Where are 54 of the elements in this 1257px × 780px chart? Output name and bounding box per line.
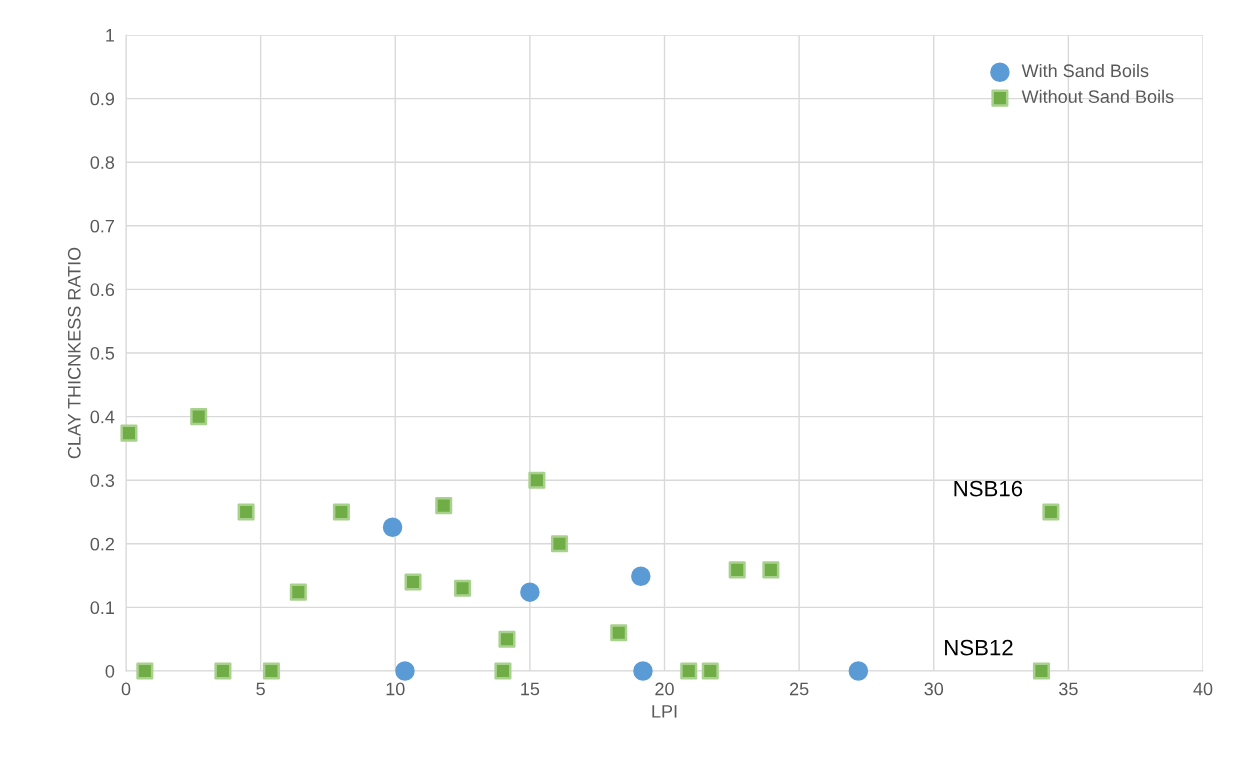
point xyxy=(610,624,628,642)
point xyxy=(382,517,403,538)
y-tick-label: 0.3 xyxy=(90,474,115,487)
x-tick-label: 20 xyxy=(655,682,674,696)
x-tick-label: 10 xyxy=(386,682,405,696)
point xyxy=(262,662,280,680)
y-tick-label: 0.9 xyxy=(90,92,115,106)
legend-label: With Sand Boils xyxy=(1021,63,1149,78)
point xyxy=(550,535,569,553)
legend-label: Without Sand Boils xyxy=(1021,89,1174,104)
y-tick-label: 0.2 xyxy=(90,537,114,551)
x-tick-label: 25 xyxy=(789,682,809,696)
point xyxy=(762,561,780,579)
y-tick-label: 1 xyxy=(106,29,115,42)
point xyxy=(1032,662,1050,680)
point xyxy=(404,573,422,591)
point xyxy=(701,662,719,680)
x-axis-title: LPI xyxy=(652,705,677,718)
point xyxy=(435,497,453,515)
y-tick-label: 0 xyxy=(105,664,115,678)
y-axis-title: CLAY THICNKESS RATIO xyxy=(67,247,81,459)
point xyxy=(494,662,512,680)
x-tick-label: 40 xyxy=(1193,682,1213,696)
x-tick-label: 5 xyxy=(256,682,265,696)
point xyxy=(728,561,746,579)
point xyxy=(631,566,651,586)
point xyxy=(289,583,307,601)
annotation: NSB16 xyxy=(954,480,1023,497)
y-tick-label: 0.5 xyxy=(90,346,115,360)
x-tick-label: 15 xyxy=(521,682,540,696)
y-tick-label: 0.1 xyxy=(90,601,115,615)
annotation: NSB12 xyxy=(945,639,1013,656)
y-tick-label: 0.6 xyxy=(90,283,115,297)
point xyxy=(190,408,208,426)
point xyxy=(120,424,138,442)
point xyxy=(520,582,540,602)
y-tick-label: 0.7 xyxy=(90,219,114,233)
point xyxy=(395,661,415,681)
point xyxy=(528,471,546,489)
point xyxy=(332,503,350,521)
y-tick-label: 0.8 xyxy=(90,156,115,169)
point xyxy=(498,630,516,648)
x-tick-label: 0 xyxy=(121,682,131,696)
point xyxy=(214,662,232,680)
point xyxy=(136,662,154,680)
point xyxy=(680,662,698,680)
x-tick-label: 35 xyxy=(1059,682,1078,696)
point xyxy=(237,503,255,521)
y-tick-label: 0.4 xyxy=(90,410,115,424)
point xyxy=(454,579,472,597)
point xyxy=(848,661,869,681)
point xyxy=(1042,503,1060,521)
x-tick-label: 30 xyxy=(924,682,944,696)
point xyxy=(633,661,653,681)
